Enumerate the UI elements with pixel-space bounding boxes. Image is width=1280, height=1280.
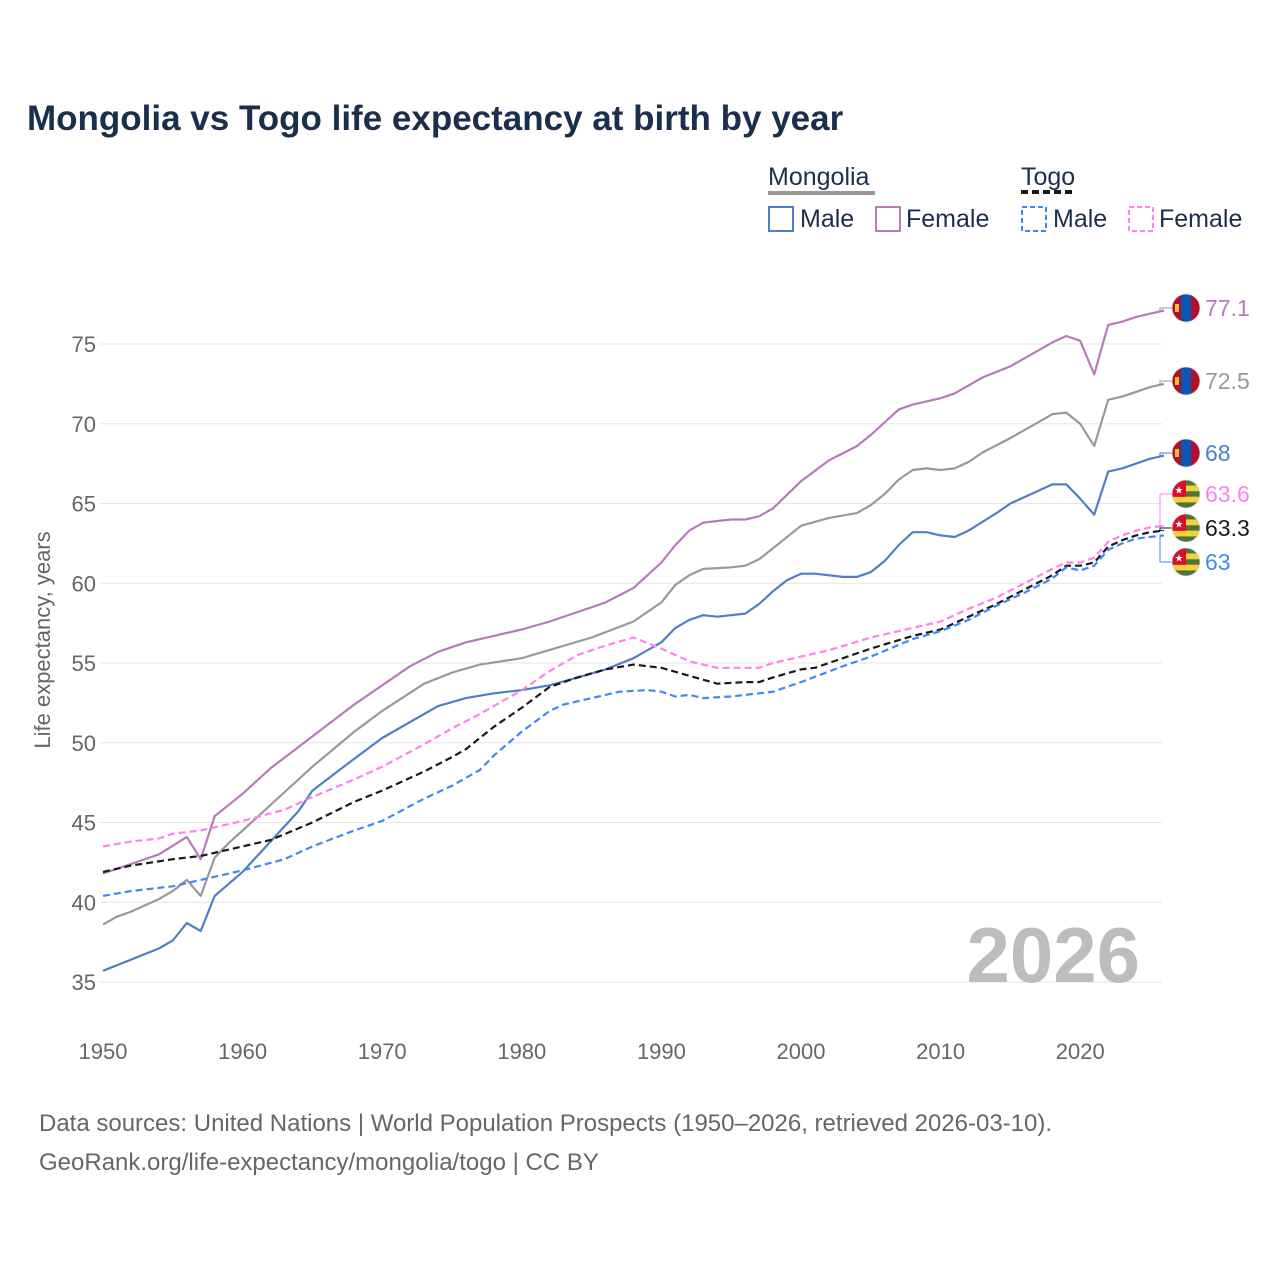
x-tick-label: 1950 xyxy=(79,1039,128,1064)
legend-group-togo: Togo xyxy=(1021,163,1075,191)
series-line-togo-male[interactable] xyxy=(102,534,1165,897)
legend-mongolia-male-swatch[interactable] xyxy=(768,206,794,232)
togo-flag-icon: ★ xyxy=(1171,479,1201,509)
y-tick-label: 60 xyxy=(72,571,96,596)
legend-togo-female[interactable]: Female xyxy=(1159,205,1242,233)
x-tick-label: 1960 xyxy=(218,1039,267,1064)
series-lines xyxy=(102,309,1165,972)
svg-text:★: ★ xyxy=(1175,486,1184,497)
legend-togo-female-swatch[interactable] xyxy=(1128,206,1154,232)
mongolia-flag-icon xyxy=(1171,366,1201,396)
x-tick-label: 1980 xyxy=(497,1039,546,1064)
end-value-label: 77.1 xyxy=(1205,295,1250,321)
y-tick-label: 45 xyxy=(72,811,96,836)
series-line-mongolia[interactable] xyxy=(102,382,1165,926)
x-tick-label: 1970 xyxy=(358,1039,407,1064)
x-tick-label: 2020 xyxy=(1056,1039,1105,1064)
x-tick-label: 1990 xyxy=(637,1039,686,1064)
label-connector xyxy=(1159,452,1172,457)
series-line-togo-female[interactable] xyxy=(102,524,1165,848)
footer-link[interactable]: GeoRank.org/life-expectancy/mongolia/tog… xyxy=(39,1149,599,1176)
grid xyxy=(100,343,1162,983)
togo-flag-icon: ★ xyxy=(1171,547,1201,577)
y-axis-label: Life expectancy, years xyxy=(30,531,55,748)
chart-title: Mongolia vs Togo life expectancy at birt… xyxy=(27,99,844,138)
label-connector xyxy=(1159,527,1172,532)
svg-text:★: ★ xyxy=(1175,520,1184,531)
end-labels: 77.1 72.5 68 ★ 63.6 ★ 63.3 ★ 63 xyxy=(1159,293,1250,577)
series-line-togo[interactable] xyxy=(102,529,1165,873)
series-line-mongolia-male[interactable] xyxy=(102,454,1165,972)
label-connector xyxy=(1159,307,1172,312)
y-tick-label: 40 xyxy=(72,890,96,915)
footer-sources: Data sources: United Nations | World Pop… xyxy=(39,1110,1052,1137)
legend-togo-male[interactable]: Male xyxy=(1053,205,1107,233)
legend-togo-male-swatch[interactable] xyxy=(1021,206,1047,232)
end-value-label: 72.5 xyxy=(1205,368,1250,394)
x-tick-label: 2010 xyxy=(916,1039,965,1064)
y-tick-label: 50 xyxy=(72,731,96,756)
y-tick-label: 35 xyxy=(72,970,96,995)
legend-group-mongolia: Mongolia xyxy=(768,163,870,191)
end-value-label: 63.3 xyxy=(1205,515,1250,541)
legend-mongolia-male[interactable]: Male xyxy=(800,205,854,233)
legend-mongolia-line xyxy=(768,191,875,195)
y-tick-label: 65 xyxy=(72,492,96,517)
y-tick-label: 55 xyxy=(72,651,96,676)
end-value-label: 68 xyxy=(1205,440,1231,466)
series-line-mongolia-female[interactable] xyxy=(102,309,1165,875)
legend-mongolia-female-swatch[interactable] xyxy=(875,206,901,232)
legend-mongolia-female[interactable]: Female xyxy=(906,205,989,233)
x-axis: 1950 1960 1970 1980 1990 2000 2010 2020 xyxy=(79,1039,1105,1064)
y-tick-label: 75 xyxy=(72,332,96,357)
year-watermark: 2026 xyxy=(966,911,1140,999)
y-axis: 35 40 45 50 55 60 65 70 75 xyxy=(72,332,96,995)
label-connector xyxy=(1159,380,1172,385)
label-connector xyxy=(1159,534,1172,563)
togo-flag-icon: ★ xyxy=(1171,513,1201,543)
mongolia-flag-icon xyxy=(1171,293,1201,323)
mongolia-flag-icon xyxy=(1171,438,1201,468)
label-connector xyxy=(1159,493,1172,527)
svg-text:★: ★ xyxy=(1175,554,1184,565)
end-value-label: 63 xyxy=(1205,549,1231,575)
y-tick-label: 70 xyxy=(72,412,96,437)
legend: Mongolia Togo Male Female Male Female xyxy=(768,163,1242,233)
end-value-label: 63.6 xyxy=(1205,481,1250,507)
x-tick-label: 2000 xyxy=(777,1039,826,1064)
